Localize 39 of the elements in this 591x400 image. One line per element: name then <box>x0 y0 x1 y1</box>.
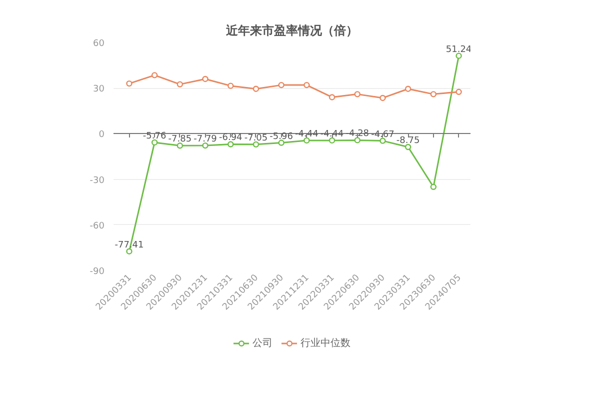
y-tick-label: 30 <box>93 84 105 95</box>
y-tick-label: -30 <box>90 176 105 186</box>
chart-title: 近年来市盈率情况（倍） <box>225 24 358 38</box>
y-tick-label: -90 <box>90 267 105 277</box>
point <box>252 86 260 92</box>
point <box>404 86 412 92</box>
point <box>304 82 310 88</box>
point <box>278 140 284 146</box>
data-label: -5.76 <box>142 131 166 142</box>
point <box>228 141 234 148</box>
point <box>404 144 412 150</box>
point <box>328 94 336 100</box>
legend-label: 行业中位数 <box>300 336 350 350</box>
data-label: -7.79 <box>194 134 218 145</box>
point <box>456 52 462 59</box>
point <box>354 91 360 98</box>
data-label: -7.85 <box>168 134 192 145</box>
y-tick-label: 0 <box>98 130 105 140</box>
point <box>278 82 284 88</box>
y-tick-label: 60 <box>93 39 105 49</box>
point <box>380 94 386 102</box>
data-label: -7.05 <box>244 133 268 144</box>
point <box>126 80 132 87</box>
point <box>176 142 184 149</box>
y-tick-label: -60 <box>90 221 105 232</box>
point <box>151 72 158 78</box>
point <box>430 91 437 98</box>
point <box>252 141 260 148</box>
point <box>430 184 437 190</box>
point <box>202 76 208 82</box>
point <box>228 82 234 89</box>
point <box>176 81 184 88</box>
data-label: -6.94 <box>218 133 243 144</box>
data-label: -5.96 <box>270 132 294 142</box>
legend-label: 公司 <box>252 337 272 350</box>
point <box>456 88 462 95</box>
data-label: -8.75 <box>396 136 420 146</box>
point <box>202 142 208 149</box>
point <box>151 139 158 146</box>
